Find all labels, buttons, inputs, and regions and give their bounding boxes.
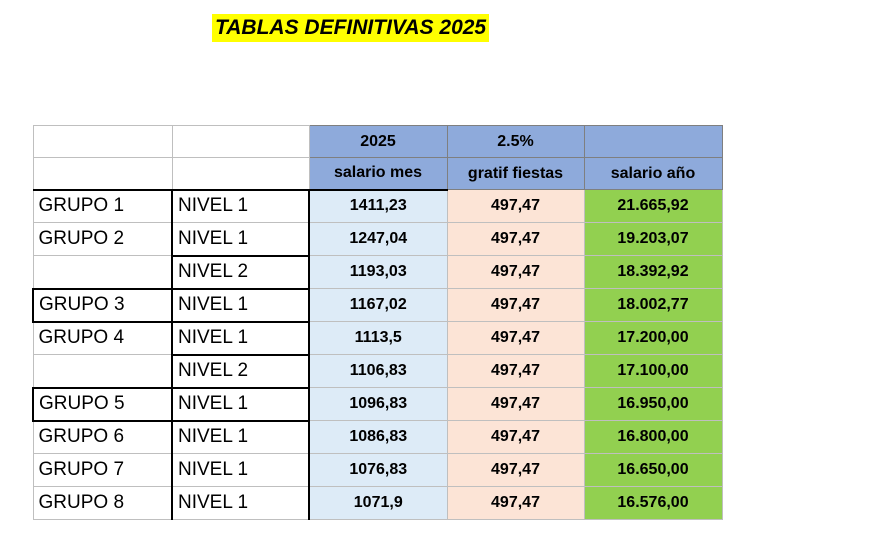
nivel-cell[interactable]: NIVEL 1 bbox=[171, 321, 310, 355]
salary-table: 2025 2.5% salario mes gratif fiestas sal… bbox=[32, 125, 723, 520]
gratif-cell[interactable]: 497,47 bbox=[446, 387, 585, 421]
salario-mes-cell[interactable]: 1096,83 bbox=[308, 387, 448, 421]
table-row: GRUPO 8 NIVEL 1 1071,9 497,47 16.576,00 bbox=[32, 486, 723, 520]
empty-cell[interactable] bbox=[171, 125, 310, 158]
gratif-cell[interactable]: 497,47 bbox=[446, 255, 585, 289]
empty-cell[interactable] bbox=[32, 157, 173, 190]
grupo-cell[interactable]: GRUPO 5 bbox=[32, 386, 173, 422]
salario-mes-cell[interactable]: 1076,83 bbox=[308, 453, 448, 487]
table-row: GRUPO 5 NIVEL 1 1096,83 497,47 16.950,00 bbox=[32, 386, 723, 422]
table-row: GRUPO 1 NIVEL 1 1411,23 497,47 21.665,92 bbox=[32, 188, 723, 223]
salario-anio-cell[interactable]: 17.100,00 bbox=[583, 354, 723, 388]
gratif-cell[interactable]: 497,47 bbox=[446, 321, 585, 355]
header-gratif-fiestas[interactable]: gratif fiestas bbox=[446, 157, 585, 190]
gratif-cell[interactable]: 497,47 bbox=[446, 288, 585, 322]
grupo-cell[interactable]: GRUPO 6 bbox=[32, 420, 173, 454]
nivel-cell[interactable]: NIVEL 1 bbox=[171, 222, 310, 257]
table-row: GRUPO 3 NIVEL 1 1167,02 497,47 18.002,77 bbox=[32, 287, 723, 323]
table-row: GRUPO 7 NIVEL 1 1076,83 497,47 16.650,00 bbox=[32, 453, 723, 487]
salario-anio-cell[interactable]: 19.203,07 bbox=[583, 222, 723, 256]
nivel-cell[interactable]: NIVEL 2 bbox=[171, 353, 310, 389]
salario-mes-cell[interactable]: 1071,9 bbox=[308, 486, 448, 520]
header-year[interactable]: 2025 bbox=[308, 125, 448, 158]
gratif-cell[interactable]: 497,47 bbox=[446, 354, 585, 388]
table-row: GRUPO 6 NIVEL 1 1086,83 497,47 16.800,00 bbox=[32, 420, 723, 454]
gratif-cell[interactable]: 497,47 bbox=[446, 486, 585, 520]
header-row-2: salario mes gratif fiestas salario año bbox=[32, 157, 723, 190]
salario-anio-cell[interactable]: 16.800,00 bbox=[583, 420, 723, 454]
table-row: GRUPO 2 NIVEL 1 1247,04 497,47 19.203,07 bbox=[32, 222, 723, 257]
salario-mes-cell[interactable]: 1167,02 bbox=[308, 288, 448, 322]
page-title: TABLAS DEFINITIVAS 2025 bbox=[212, 14, 490, 42]
salario-anio-cell[interactable]: 16.650,00 bbox=[583, 453, 723, 487]
grupo-cell[interactable]: GRUPO 7 bbox=[32, 453, 173, 487]
nivel-cell[interactable]: NIVEL 1 bbox=[171, 287, 310, 323]
header-percent[interactable]: 2.5% bbox=[446, 125, 585, 158]
salario-mes-cell[interactable]: 1113,5 bbox=[308, 321, 448, 355]
grupo-cell[interactable] bbox=[32, 255, 173, 289]
nivel-cell[interactable]: NIVEL 1 bbox=[171, 453, 310, 487]
nivel-cell[interactable]: NIVEL 1 bbox=[171, 188, 310, 223]
gratif-cell[interactable]: 497,47 bbox=[446, 420, 585, 454]
empty-cell[interactable] bbox=[171, 157, 310, 190]
salario-anio-cell[interactable]: 18.002,77 bbox=[583, 288, 723, 322]
gratif-cell[interactable]: 497,47 bbox=[446, 222, 585, 256]
nivel-cell[interactable]: NIVEL 2 bbox=[171, 255, 310, 290]
header-salario-anio[interactable]: salario año bbox=[583, 157, 723, 190]
salario-anio-cell[interactable]: 16.576,00 bbox=[583, 486, 723, 520]
grupo-cell[interactable]: GRUPO 1 bbox=[32, 188, 173, 223]
salario-anio-cell[interactable]: 21.665,92 bbox=[583, 189, 723, 223]
nivel-cell[interactable]: NIVEL 1 bbox=[171, 486, 310, 520]
table-row: NIVEL 2 1193,03 497,47 18.392,92 bbox=[32, 255, 723, 290]
grupo-cell[interactable] bbox=[32, 354, 173, 388]
header-salario-mes[interactable]: salario mes bbox=[308, 157, 448, 190]
grupo-cell[interactable]: GRUPO 4 bbox=[32, 321, 173, 355]
gratif-cell[interactable]: 497,47 bbox=[446, 453, 585, 487]
salario-anio-cell[interactable]: 18.392,92 bbox=[583, 255, 723, 289]
gratif-cell[interactable]: 497,47 bbox=[446, 189, 585, 223]
salario-anio-cell[interactable]: 17.200,00 bbox=[583, 321, 723, 355]
salario-mes-cell[interactable]: 1247,04 bbox=[308, 222, 448, 256]
table-row: GRUPO 4 NIVEL 1 1113,5 497,47 17.200,00 bbox=[32, 321, 723, 355]
grupo-cell[interactable]: GRUPO 3 bbox=[32, 287, 173, 323]
header-row-1: 2025 2.5% bbox=[32, 125, 723, 158]
header-blank[interactable] bbox=[583, 125, 723, 158]
salario-mes-cell[interactable]: 1086,83 bbox=[308, 420, 448, 454]
empty-cell[interactable] bbox=[32, 125, 173, 158]
salario-anio-cell[interactable]: 16.950,00 bbox=[583, 387, 723, 421]
nivel-cell[interactable]: NIVEL 1 bbox=[171, 386, 310, 422]
salario-mes-cell[interactable]: 1193,03 bbox=[308, 255, 448, 289]
table-row: NIVEL 2 1106,83 497,47 17.100,00 bbox=[32, 353, 723, 389]
salario-mes-cell[interactable]: 1411,23 bbox=[308, 188, 448, 223]
grupo-cell[interactable]: GRUPO 2 bbox=[32, 222, 173, 256]
grupo-cell[interactable]: GRUPO 8 bbox=[32, 486, 173, 520]
salario-mes-cell[interactable]: 1106,83 bbox=[308, 354, 448, 388]
nivel-cell[interactable]: NIVEL 1 bbox=[171, 420, 310, 454]
